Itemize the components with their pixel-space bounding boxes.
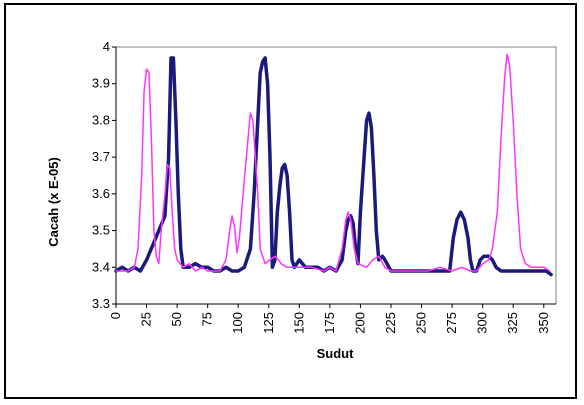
x-tick-label: 275 (444, 312, 459, 334)
plot-area (115, 46, 557, 305)
tick-labels: 3.3 3.4 3.5 3.6 3.7 3.8 3.9 4 0 25 50 75 100 125 150 17… (92, 39, 551, 334)
x-axis-title: Sudut (317, 346, 354, 361)
plot-border (115, 46, 557, 305)
x-tick-label: 0 (108, 312, 123, 319)
x-tick-label: 50 (169, 312, 184, 326)
y-tick-label: 3.3 (92, 296, 110, 311)
x-tick-label: 200 (352, 312, 367, 334)
y-axis-title: Cacah (x E-05) (46, 157, 61, 247)
x-tick-label: 150 (291, 312, 306, 334)
x-tick-label: 350 (536, 312, 551, 334)
series-line-1 (114, 56, 553, 277)
x-tick-label: 325 (505, 312, 520, 334)
x-tick-label: 100 (230, 312, 245, 334)
y-tick-label: 3.9 (92, 76, 110, 91)
x-tick-label: 300 (475, 312, 490, 334)
series-layer (114, 53, 553, 277)
y-tick-label: 3.8 (92, 112, 110, 127)
x-tick-label: 75 (200, 312, 215, 326)
y-tick-label: 3.6 (92, 186, 110, 201)
x-tick-label: 175 (322, 312, 337, 334)
x-tick-label: 25 (139, 312, 154, 326)
series-line-2 (115, 53, 551, 272)
x-tick-label: 250 (414, 312, 429, 334)
y-tick-label: 3.4 (92, 259, 110, 274)
y-tick-label: 3.5 (92, 223, 110, 238)
y-tick-label: 4 (103, 39, 110, 54)
y-tick-label: 3.7 (92, 149, 110, 164)
x-tick-label: 225 (383, 312, 398, 334)
x-tick-label: 125 (261, 312, 276, 334)
axes (112, 46, 556, 308)
